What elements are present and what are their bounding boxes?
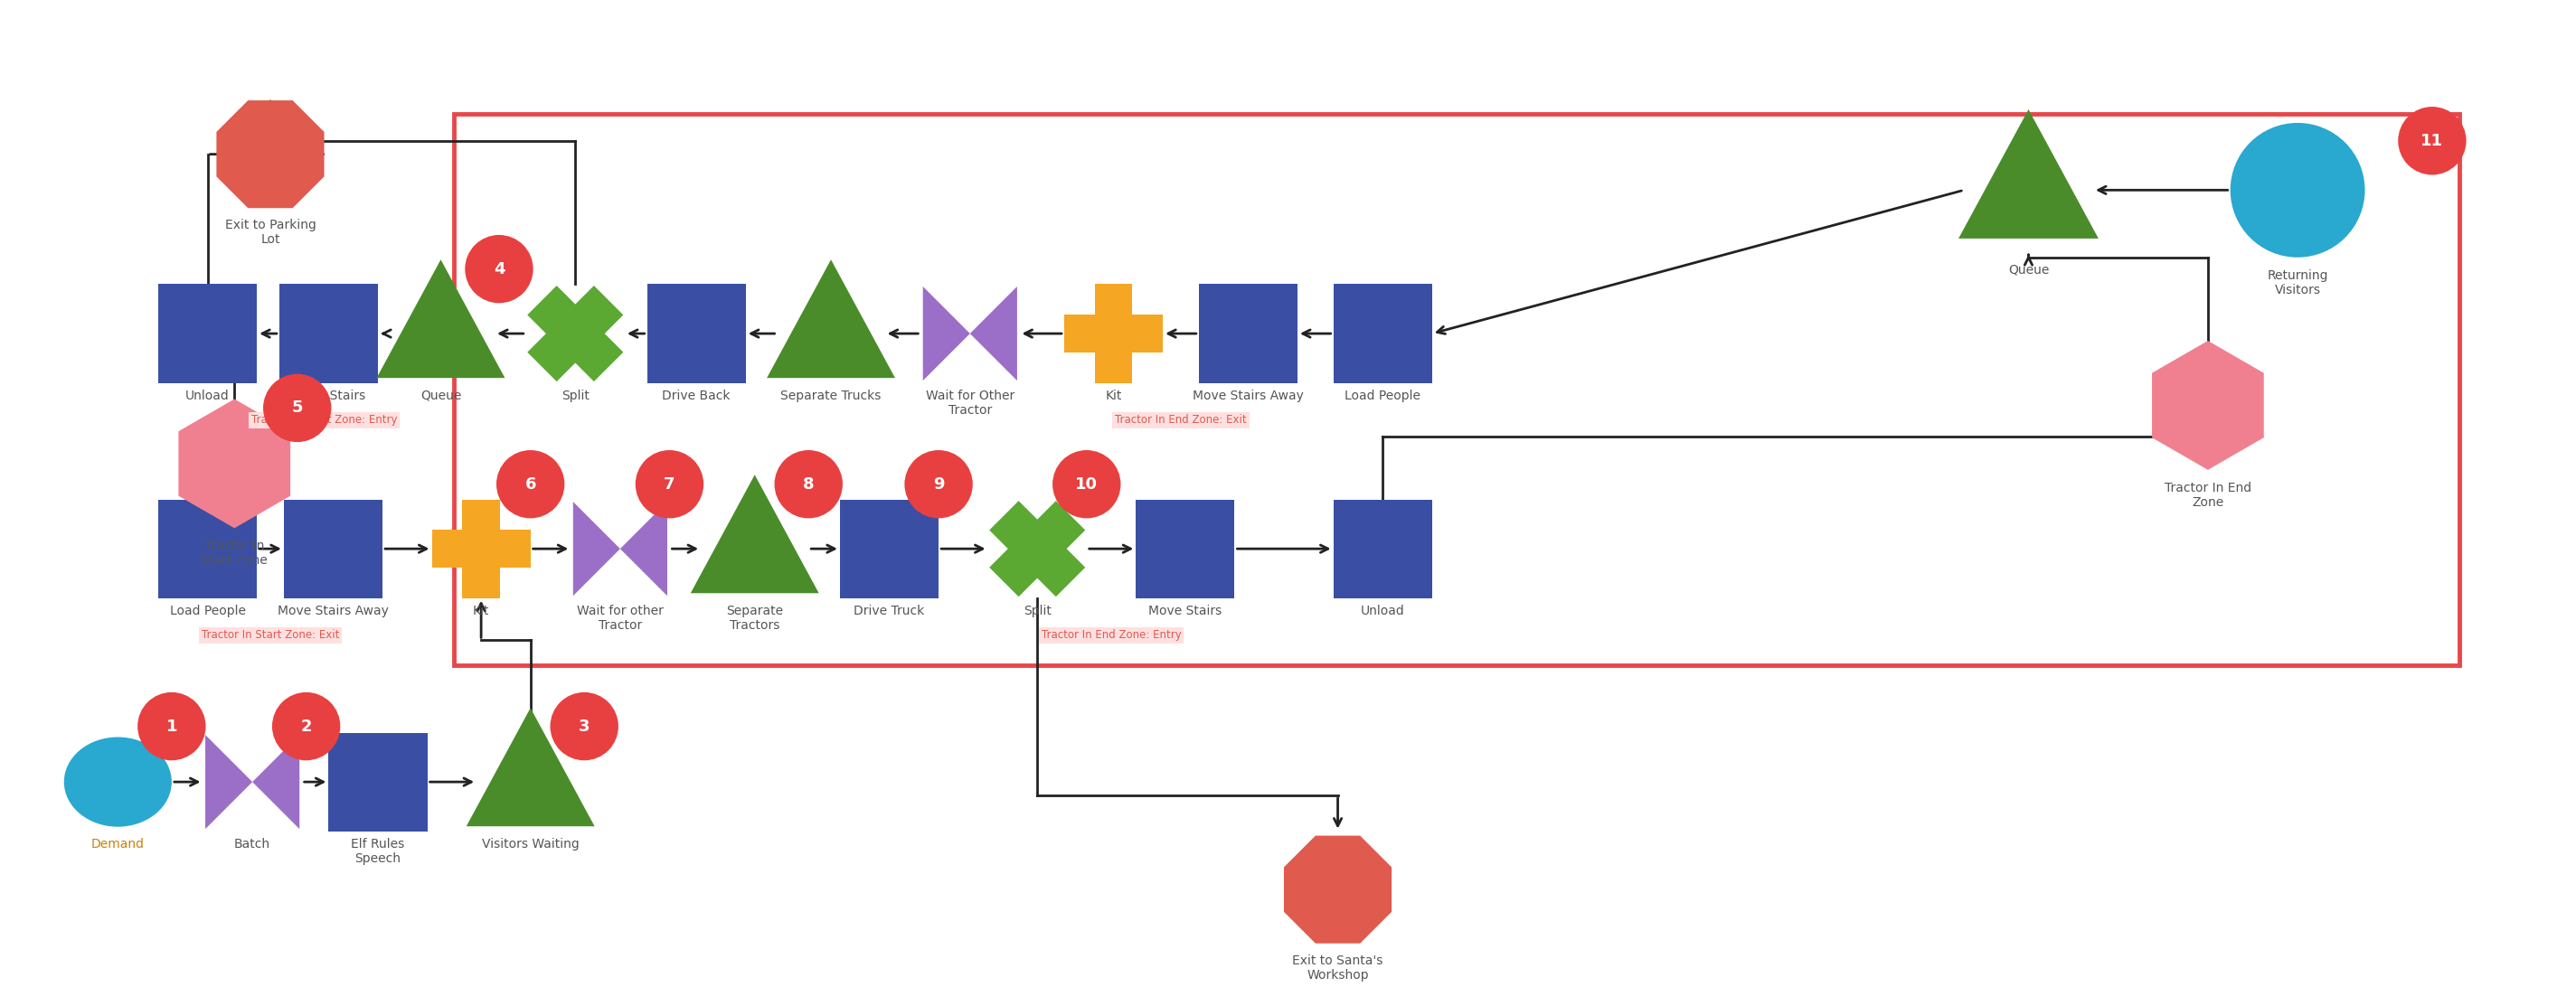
Circle shape: [263, 374, 332, 442]
Text: Separate
Tractors: Separate Tractors: [726, 604, 783, 632]
Text: Unload: Unload: [185, 389, 229, 402]
Circle shape: [904, 450, 974, 518]
Text: Elf Rules
Speech: Elf Rules Speech: [350, 838, 404, 865]
Polygon shape: [528, 285, 623, 382]
Text: Move Stairs Away: Move Stairs Away: [278, 604, 389, 617]
Text: 11: 11: [2421, 132, 2445, 149]
Circle shape: [466, 235, 533, 303]
Text: Tractor In Start Zone: Entry: Tractor In Start Zone: Entry: [250, 415, 397, 426]
Polygon shape: [1958, 110, 2099, 239]
FancyBboxPatch shape: [461, 499, 500, 598]
Text: 6: 6: [526, 476, 536, 493]
Text: Tractor In Start Zone: Exit: Tractor In Start Zone: Exit: [201, 630, 340, 642]
Polygon shape: [178, 399, 291, 528]
Text: Drive Back: Drive Back: [662, 389, 732, 402]
Text: 2: 2: [301, 719, 312, 734]
Polygon shape: [1283, 836, 1391, 944]
Text: Wait for Other
Tractor: Wait for Other Tractor: [925, 389, 1015, 417]
Polygon shape: [768, 260, 894, 378]
Text: 8: 8: [804, 476, 814, 493]
Text: Visitors Waiting: Visitors Waiting: [482, 838, 580, 850]
Circle shape: [137, 692, 206, 760]
Polygon shape: [2151, 341, 2264, 470]
Circle shape: [2398, 107, 2465, 175]
Polygon shape: [572, 501, 667, 596]
Text: Split: Split: [562, 389, 590, 402]
FancyBboxPatch shape: [1064, 315, 1162, 352]
Text: 3: 3: [580, 719, 590, 734]
Ellipse shape: [64, 737, 173, 827]
Text: Kit: Kit: [1105, 389, 1121, 402]
Text: Drive Truck: Drive Truck: [853, 604, 925, 617]
Polygon shape: [206, 735, 299, 829]
FancyBboxPatch shape: [1198, 284, 1298, 383]
Polygon shape: [690, 475, 819, 593]
FancyBboxPatch shape: [840, 499, 938, 598]
Text: Exit to Santa's
Workshop: Exit to Santa's Workshop: [1293, 954, 1383, 981]
Circle shape: [775, 450, 842, 518]
Text: 1: 1: [165, 719, 178, 734]
Circle shape: [497, 450, 564, 518]
Text: Separate Trucks: Separate Trucks: [781, 389, 881, 402]
FancyBboxPatch shape: [1095, 284, 1133, 383]
Text: 10: 10: [1074, 476, 1097, 493]
FancyBboxPatch shape: [1136, 499, 1234, 598]
FancyBboxPatch shape: [647, 284, 744, 383]
Text: Wait for other
Tractor: Wait for other Tractor: [577, 604, 665, 632]
Text: Unload: Unload: [1360, 604, 1404, 617]
FancyBboxPatch shape: [433, 530, 531, 568]
FancyBboxPatch shape: [283, 499, 381, 598]
Polygon shape: [922, 286, 1018, 381]
Text: Move Stairs: Move Stairs: [291, 389, 366, 402]
Circle shape: [1054, 450, 1121, 518]
Circle shape: [551, 692, 618, 760]
Polygon shape: [989, 500, 1084, 597]
Text: Tractor In End Zone: Exit: Tractor In End Zone: Exit: [1115, 415, 1247, 426]
Text: Kit: Kit: [474, 604, 489, 617]
Circle shape: [273, 692, 340, 760]
FancyBboxPatch shape: [157, 284, 258, 383]
Text: Tractor In End Zone: Entry: Tractor In End Zone: Entry: [1041, 630, 1182, 642]
FancyBboxPatch shape: [330, 732, 428, 831]
Text: Tractor In End
Zone: Tractor In End Zone: [2164, 482, 2251, 509]
Text: Queue: Queue: [420, 389, 461, 402]
Polygon shape: [466, 708, 595, 826]
FancyBboxPatch shape: [1334, 499, 1432, 598]
Polygon shape: [216, 101, 325, 208]
Text: Exit to Parking
Lot: Exit to Parking Lot: [224, 219, 317, 246]
Text: Move Stairs Away: Move Stairs Away: [1193, 389, 1303, 402]
Text: Load People: Load People: [1345, 389, 1419, 402]
FancyBboxPatch shape: [278, 284, 379, 383]
Polygon shape: [528, 285, 623, 382]
Text: 4: 4: [495, 261, 505, 277]
Text: Move Stairs: Move Stairs: [1149, 604, 1221, 617]
Text: Demand: Demand: [90, 838, 144, 850]
Text: Returning
Visitors: Returning Visitors: [2267, 269, 2329, 296]
Circle shape: [636, 450, 703, 518]
Circle shape: [2231, 122, 2365, 258]
Text: Tractor In
Start Zone: Tractor In Start Zone: [201, 540, 268, 568]
Text: Batch: Batch: [234, 838, 270, 850]
Text: 7: 7: [665, 476, 675, 493]
Text: Queue: Queue: [2007, 264, 2048, 276]
Text: 5: 5: [291, 400, 304, 417]
FancyBboxPatch shape: [157, 499, 258, 598]
Polygon shape: [376, 260, 505, 378]
FancyBboxPatch shape: [1334, 284, 1432, 383]
Polygon shape: [989, 500, 1084, 597]
Text: Load People: Load People: [170, 604, 245, 617]
Text: Split: Split: [1023, 604, 1051, 617]
Text: 9: 9: [933, 476, 945, 493]
